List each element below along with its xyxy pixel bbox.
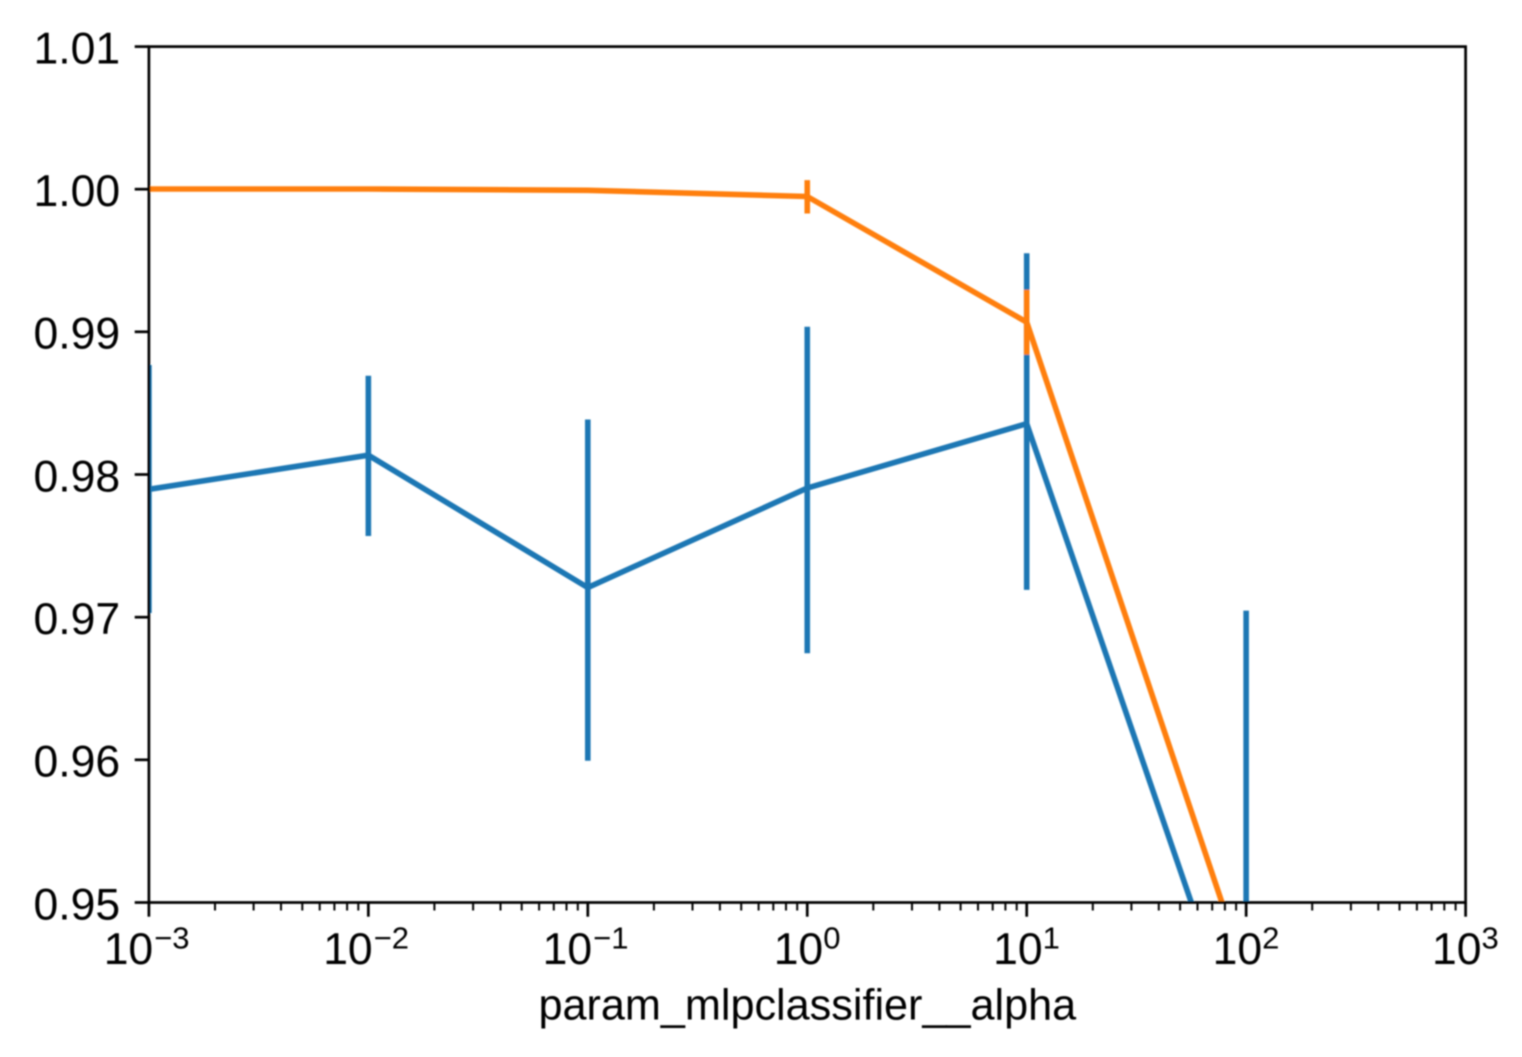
svg-text:0.97: 0.97 (33, 595, 120, 644)
svg-text:1.00: 1.00 (33, 167, 120, 216)
svg-text:0.96: 0.96 (33, 738, 120, 787)
svg-text:0.99: 0.99 (33, 310, 120, 359)
svg-text:1.01: 1.01 (33, 24, 120, 73)
svg-text:param_mlpclassifier__alpha: param_mlpclassifier__alpha (538, 981, 1077, 1029)
svg-text:0.95: 0.95 (33, 880, 120, 929)
svg-text:0.98: 0.98 (33, 452, 120, 501)
